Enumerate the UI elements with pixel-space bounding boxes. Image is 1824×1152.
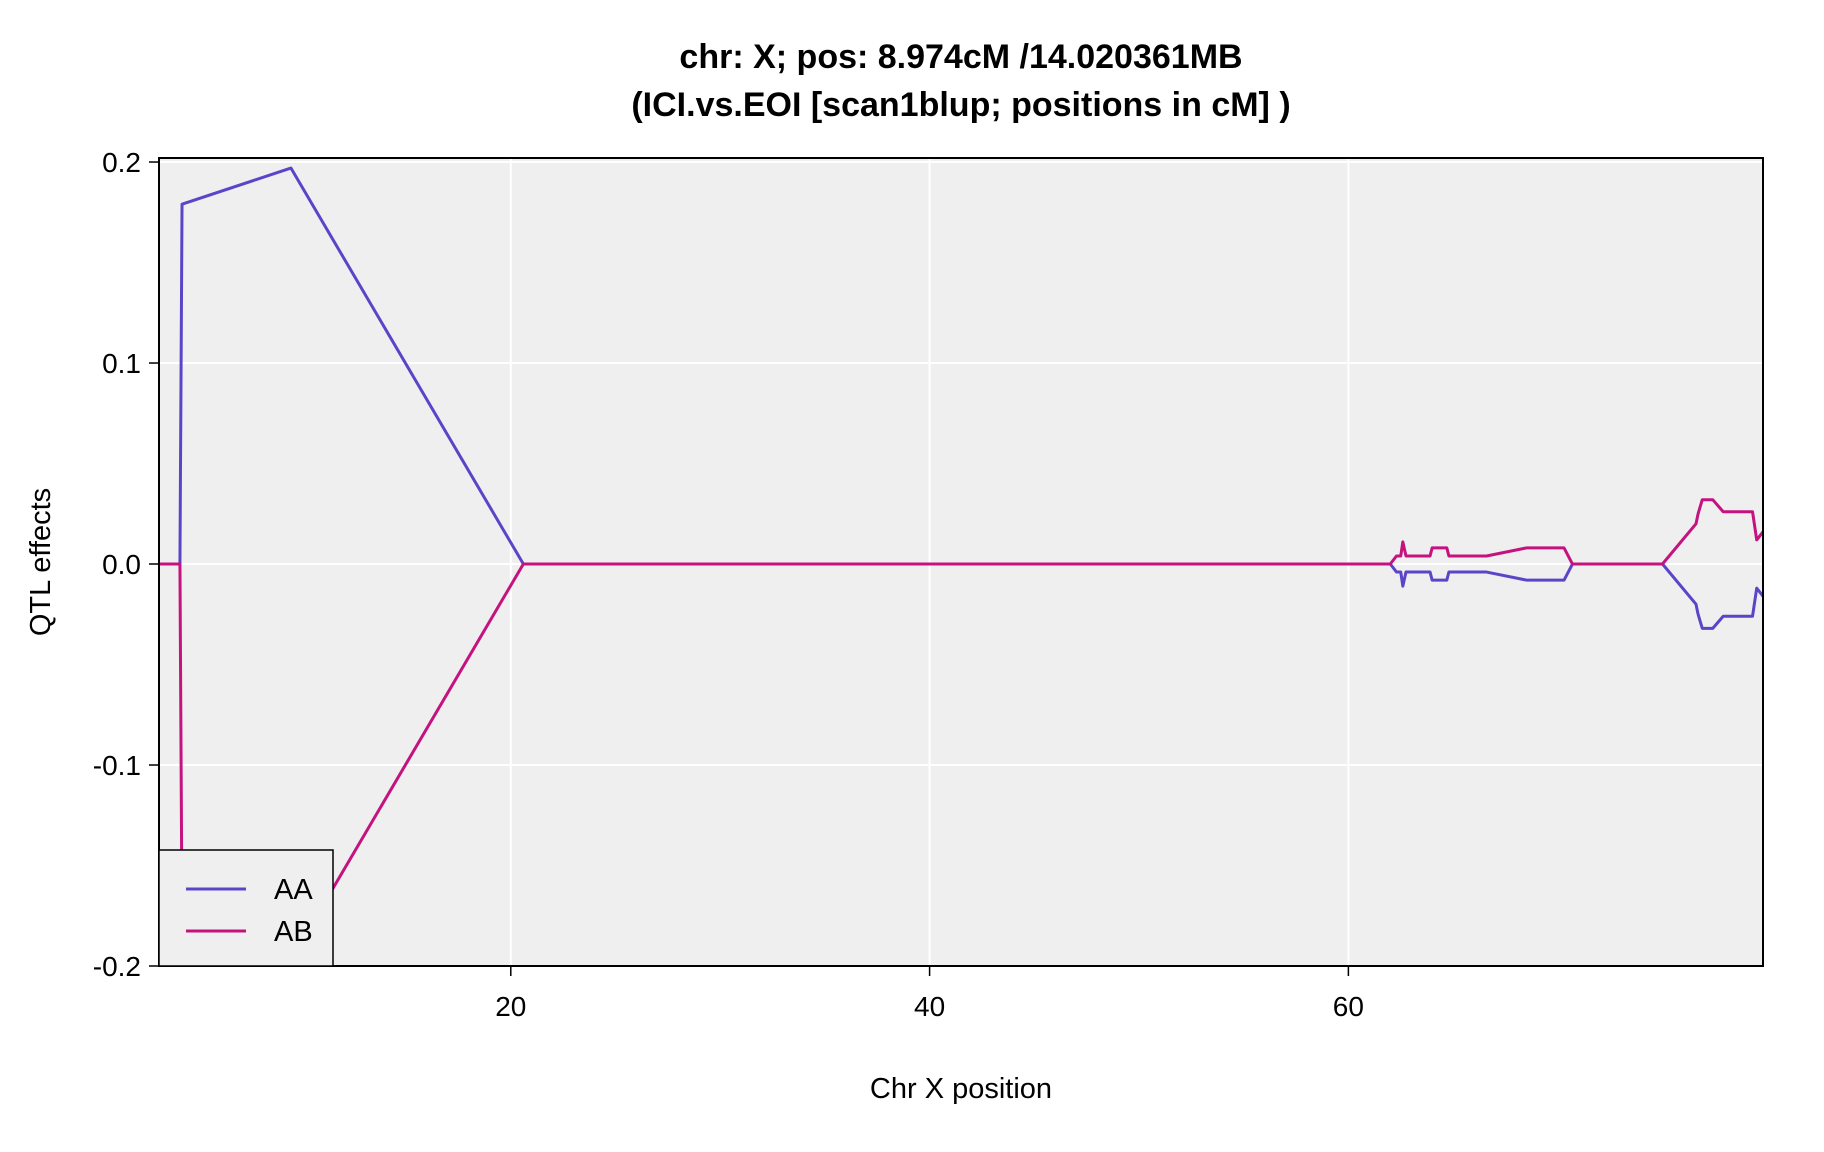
y-tick-label: 0.1 [102, 348, 141, 379]
plot-panel [159, 158, 1763, 966]
y-tick-label: 0.2 [102, 147, 141, 178]
series-line-ab [159, 498, 1763, 962]
x-axis: 20 40 60 [495, 966, 1364, 1022]
chart-title-line1: chr: X; pos: 8.974cM /14.020361MB [679, 38, 1242, 76]
y-tick-label: 0.0 [102, 549, 141, 580]
legend-label-aa: AA [274, 874, 313, 906]
y-axis-label: QTL effects [25, 488, 57, 636]
plot-border [158, 157, 1764, 967]
x-tick-label: 20 [495, 991, 526, 1022]
y-axis: -0.2 -0.1 0.0 0.1 0.2 [93, 147, 159, 982]
legend-box [158, 849, 334, 967]
series-lines [159, 166, 1763, 962]
legend-label-ab: AB [274, 916, 313, 948]
y-tick-label: -0.1 [93, 750, 141, 781]
x-tick-label: 60 [1333, 991, 1364, 1022]
x-axis-label: Chr X position [870, 1073, 1052, 1105]
legend: AA AB [158, 849, 334, 967]
y-tick-label: -0.2 [93, 951, 141, 982]
x-tick-label: 40 [914, 991, 945, 1022]
chart-title-line2: (ICI.vs.EOI [scan1blup; positions in cM]… [631, 86, 1290, 124]
